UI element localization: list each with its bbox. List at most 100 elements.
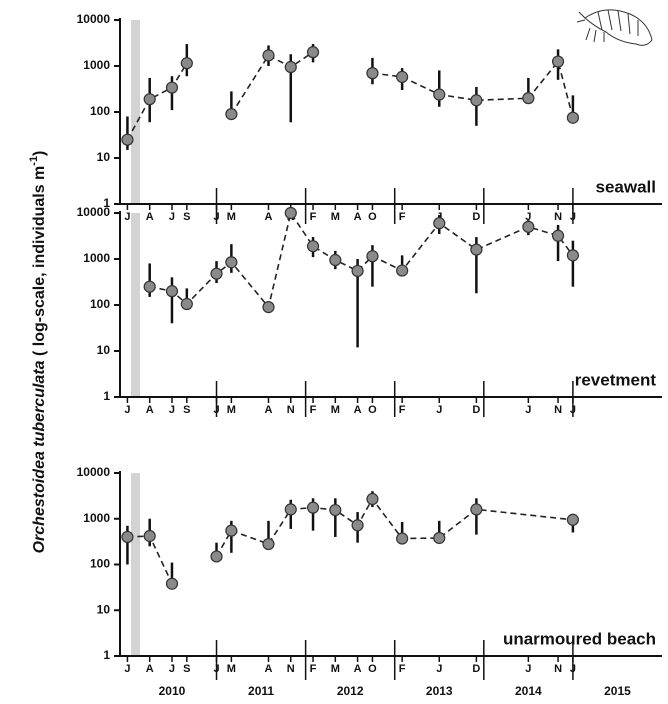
data-point: [262, 49, 275, 62]
data-point: [284, 503, 297, 516]
data-point: [306, 501, 320, 514]
x-tick-label: A: [265, 211, 273, 223]
y-tick-label: 10: [97, 602, 111, 616]
year-label: 2014: [515, 684, 542, 698]
x-tick-label: A: [354, 211, 362, 223]
x-tick-label: A: [146, 404, 154, 416]
x-tick-label: M: [331, 211, 340, 223]
data-point: [180, 297, 193, 311]
x-tick-label: M: [227, 404, 236, 416]
data-point: [143, 529, 156, 543]
y-tick-label: 1000: [83, 58, 110, 72]
x-tick-label: F: [310, 211, 317, 223]
x-tick-label: D: [472, 211, 480, 223]
x-tick-label: N: [554, 404, 562, 416]
y-tick-label: 10: [97, 343, 111, 357]
x-tick-label: F: [399, 663, 406, 675]
x-tick-label: F: [399, 404, 406, 416]
x-tick-label: J: [436, 663, 442, 675]
shaded-period: [131, 213, 140, 397]
data-point: [284, 60, 297, 74]
data-point: [180, 57, 193, 70]
x-tick-label: F: [310, 404, 317, 416]
x-tick-label: N: [554, 211, 562, 223]
data-point: [470, 94, 483, 107]
data-point: [306, 240, 320, 253]
data-point: [329, 503, 342, 517]
data-point: [551, 55, 565, 68]
x-tick-label: M: [227, 663, 236, 675]
data-point: [396, 70, 409, 83]
data-point: [433, 217, 446, 230]
data-point: [210, 267, 223, 280]
y-tick-label: 100: [90, 557, 110, 571]
year-label: 2015: [604, 684, 631, 698]
x-tick-label: F: [310, 663, 317, 675]
x-tick-label: N: [287, 404, 295, 416]
x-tick-label: M: [227, 211, 236, 223]
data-point: [225, 108, 238, 121]
year-label: 2010: [159, 684, 186, 698]
y-tick-label: 10000: [77, 465, 111, 479]
x-tick-label: S: [183, 663, 190, 675]
species-name: Orchestoidea tuberculata: [31, 360, 48, 553]
data-point: [566, 513, 580, 526]
data-point: [284, 206, 297, 220]
x-tick-label: D: [472, 404, 480, 416]
data-line: [126, 51, 574, 141]
x-tick-label: J: [525, 404, 531, 416]
x-tick-label: S: [183, 211, 190, 223]
x-tick-label: J: [525, 663, 531, 675]
shaded-period: [131, 20, 140, 204]
x-tick-label: A: [146, 663, 154, 675]
y-axis-label: Orchestoidea tuberculata ( log-scale, in…: [28, 151, 48, 554]
x-tick-label: J: [169, 211, 175, 223]
panel-title: seawall: [596, 177, 657, 196]
data-line: [127, 497, 573, 585]
x-tick-label: A: [265, 404, 273, 416]
data-point: [121, 530, 134, 544]
data-point: [566, 111, 580, 124]
data-point: [396, 532, 409, 545]
panel-title: unarmoured beach: [503, 629, 656, 648]
amphipod-icon: [576, 9, 653, 46]
x-tick-label: J: [124, 404, 130, 416]
data-point: [470, 243, 483, 256]
data-point: [121, 133, 134, 146]
data-line: [149, 211, 574, 309]
y-tick-label: 1000: [83, 511, 110, 525]
y-tick-label: 1: [103, 196, 110, 210]
x-tick-label: N: [554, 663, 562, 675]
y-tick-label: 100: [90, 104, 110, 118]
unit-close: ): [31, 151, 48, 156]
data-point: [262, 537, 275, 551]
shaded-period: [131, 473, 140, 656]
data-point: [566, 249, 580, 262]
unit-text: ( log-scale, individuals m: [31, 166, 48, 356]
y-tick-label: 10000: [77, 205, 111, 219]
unit-sup: -1: [28, 156, 40, 166]
x-tick-label: J: [436, 404, 442, 416]
data-point: [433, 531, 446, 545]
data-point: [210, 550, 223, 563]
data-point: [306, 46, 320, 59]
x-tick-label: N: [287, 663, 295, 675]
x-tick-label: A: [146, 211, 154, 223]
panel-title: revetment: [575, 370, 657, 389]
data-point: [165, 577, 179, 590]
data-point: [366, 250, 379, 263]
data-point: [143, 93, 156, 106]
data-point: [396, 264, 409, 277]
x-tick-label: J: [525, 211, 531, 223]
year-label: 2011: [248, 684, 274, 698]
data-point: [470, 503, 483, 516]
y-tick-label: 10000: [77, 12, 111, 26]
data-point: [351, 264, 364, 278]
x-tick-label: J: [124, 211, 130, 223]
x-tick-label: O: [368, 211, 377, 223]
x-tick-label: J: [169, 404, 175, 416]
data-point: [225, 256, 238, 269]
x-tick-label: O: [368, 404, 377, 416]
y-tick-label: 1000: [83, 251, 110, 265]
